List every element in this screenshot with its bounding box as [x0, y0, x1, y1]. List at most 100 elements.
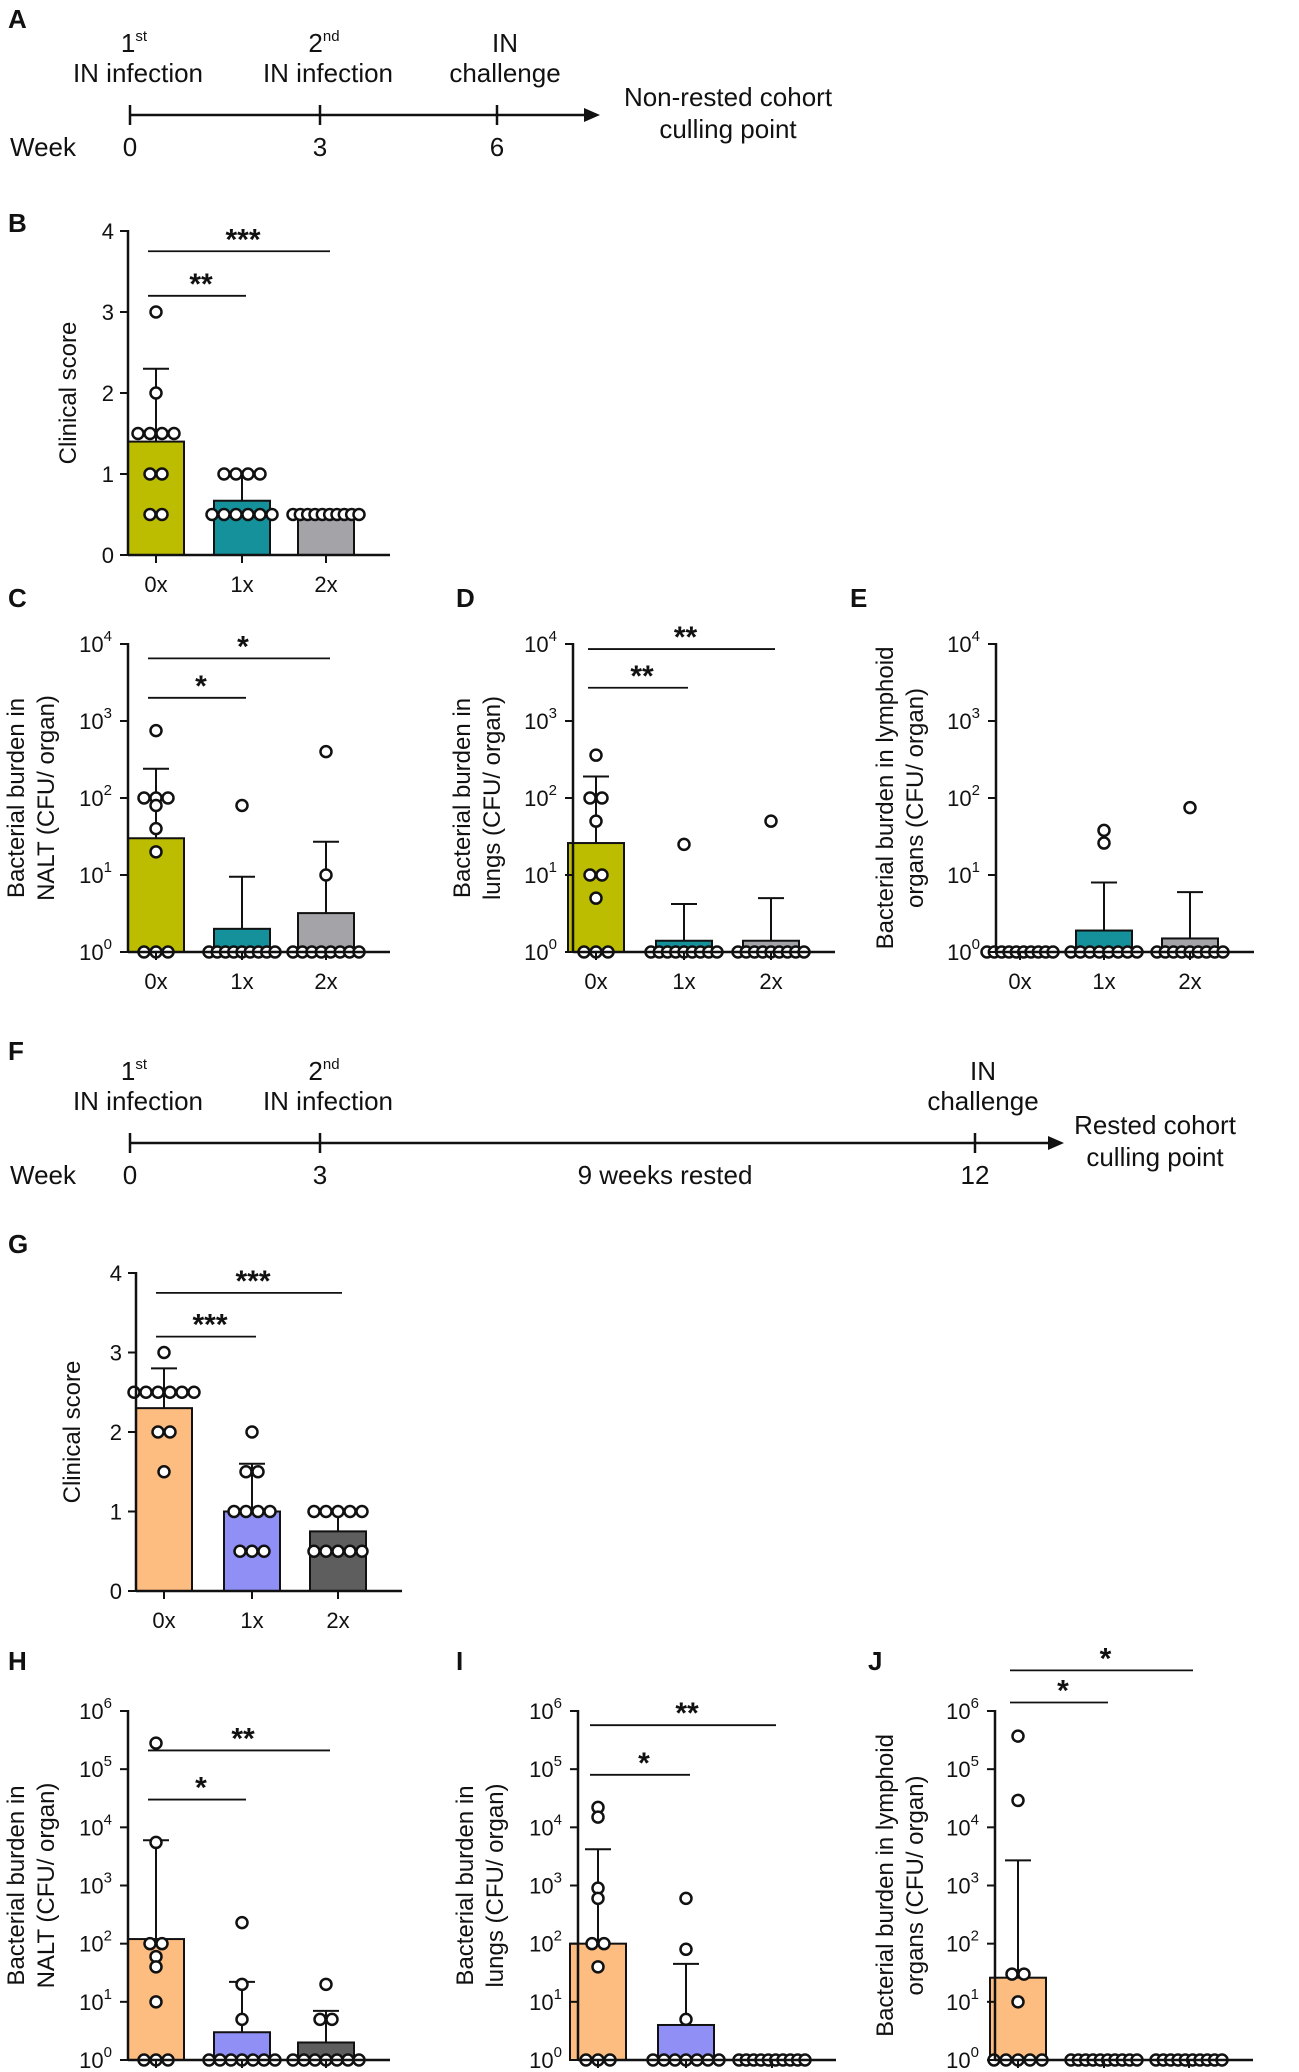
- y-tick-label: 101: [946, 1986, 979, 2015]
- data-point: [343, 1544, 357, 1558]
- y-tick-label: 102: [524, 782, 557, 811]
- y-tick-label-base: 10: [79, 940, 103, 965]
- data-point: [235, 2012, 249, 2027]
- y-tick-label-base: 10: [79, 632, 103, 657]
- data-point: [163, 1425, 177, 1439]
- y-tick-label-sup: 0: [104, 936, 112, 953]
- y-tick-label-sup: 4: [554, 1811, 562, 1828]
- y-tick-label-base: 10: [79, 1757, 103, 1782]
- event-label: IN infection: [263, 1086, 393, 1116]
- data-point: [155, 426, 169, 441]
- y-axis-label: Bacterial burden in lymphoid organs (CFU/…: [872, 1734, 929, 2037]
- x-tick-label: 2x: [1178, 969, 1201, 994]
- y-tick-label-sup: 6: [104, 1695, 112, 1712]
- week-label: Week: [10, 1160, 77, 1190]
- y-tick-label: 101: [79, 1986, 112, 2015]
- y-axis-label: Clinical score: [55, 322, 82, 465]
- y-tick-label-base: 10: [524, 632, 548, 657]
- y-tick-label-base: 10: [524, 863, 548, 888]
- data-point: [265, 507, 279, 522]
- week-number: 3: [313, 132, 327, 162]
- significance-label: *: [237, 630, 249, 663]
- y-tick-label-base: 10: [946, 1815, 970, 1840]
- y-axis-label: Bacterial burden in NALT (CFU/ organ): [3, 1783, 60, 1989]
- y-tick-label-sup: 4: [549, 628, 557, 645]
- panel-label-c: C: [8, 583, 27, 613]
- y-tick-label-base: 10: [79, 1699, 103, 1724]
- y-tick-label: 100: [524, 936, 557, 965]
- y-tick-label-base: 10: [79, 863, 103, 888]
- data-point: [585, 1936, 599, 1951]
- y-tick-label-sup: 2: [971, 1928, 979, 1945]
- y-tick-label: 102: [79, 1928, 112, 1957]
- y-tick-label-sup: 2: [554, 1928, 562, 1945]
- y-tick-label: 103: [946, 1870, 979, 1899]
- y-tick-label-base: 10: [79, 1815, 103, 1840]
- panel-label-g: G: [8, 1229, 28, 1259]
- y-tick-label-sup: 0: [104, 2044, 112, 2061]
- y-tick-label: 100: [529, 2044, 562, 2072]
- x-tick-label: 2x: [314, 969, 337, 994]
- y-tick-label-base: 10: [79, 2048, 103, 2072]
- data-point: [245, 1425, 259, 1439]
- data-point: [355, 1504, 369, 1519]
- data-point: [127, 1385, 141, 1399]
- data-point: [677, 837, 691, 852]
- x-tick-label: 1x: [230, 572, 253, 597]
- y-tick-label: 102: [529, 1928, 562, 1957]
- data-point: [149, 1736, 163, 1750]
- y-tick-label-sup: 0: [549, 936, 557, 953]
- data-point: [679, 1942, 693, 1957]
- y-axis-label: Bacterial burden in lungs (CFU/ organ): [449, 696, 506, 900]
- data-point: [245, 1544, 259, 1558]
- y-axis-label-line: Bacterial burden in: [452, 1785, 479, 1985]
- data-point: [155, 467, 169, 481]
- event-label: IN: [970, 1056, 996, 1086]
- bar-0x: [135, 1407, 193, 1593]
- panel-label-b: B: [8, 208, 27, 238]
- panel-label-f: F: [8, 1036, 24, 1066]
- y-tick-label-base: 10: [946, 1990, 970, 2015]
- data-point: [149, 798, 163, 813]
- data-point: [589, 748, 603, 762]
- data-point: [319, 1544, 333, 1558]
- y-axis-label-line: Clinical score: [59, 1361, 86, 1504]
- significance-label: ***: [225, 223, 260, 256]
- significance-label: ***: [235, 1265, 270, 1298]
- x-tick-label: 0x: [1008, 969, 1031, 994]
- y-tick-label-sup: 4: [104, 628, 112, 645]
- data-point: [1017, 1967, 1031, 1981]
- bar-2x: [309, 1530, 367, 1592]
- y-tick-label-base: 10: [947, 632, 971, 657]
- week-number: 0: [123, 1160, 137, 1190]
- data-point: [1011, 1729, 1025, 1743]
- y-axis-label-line: NALT (CFU/ organ): [33, 1783, 60, 1989]
- data-point: [589, 891, 603, 905]
- y-tick-label-sup: 4: [104, 1811, 112, 1828]
- y-tick-label: 0: [110, 1579, 122, 1604]
- data-point: [149, 723, 163, 738]
- data-point: [143, 467, 157, 481]
- data-point: [149, 1960, 163, 1974]
- y-tick-label-base: 10: [946, 1699, 970, 1724]
- y-tick-label-base: 10: [524, 786, 548, 811]
- data-point: [253, 507, 267, 522]
- data-point: [764, 814, 778, 828]
- data-point: [143, 1936, 157, 1951]
- y-tick-label-base: 10: [524, 709, 548, 734]
- significance-label: ***: [192, 1309, 227, 1342]
- y-tick-label-base: 10: [529, 1815, 553, 1840]
- y-axis-label: Bacterial burden in lungs (CFU/ organ): [452, 1783, 509, 1987]
- x-tick-label: 2x: [314, 572, 337, 597]
- week-number: 0: [123, 132, 137, 162]
- y-axis-label-line: Bacterial burden in lymphoid: [872, 647, 899, 950]
- y-tick-label: 101: [79, 859, 112, 888]
- y-tick-label: 105: [529, 1753, 562, 1782]
- y-tick-label-sup: 3: [104, 705, 112, 722]
- y-tick-label-base: 10: [529, 1874, 553, 1899]
- data-point: [235, 1915, 249, 1930]
- y-tick-label-sup: 0: [554, 2044, 562, 2061]
- data-point: [139, 1385, 153, 1399]
- event-number-sup: nd: [323, 1056, 340, 1073]
